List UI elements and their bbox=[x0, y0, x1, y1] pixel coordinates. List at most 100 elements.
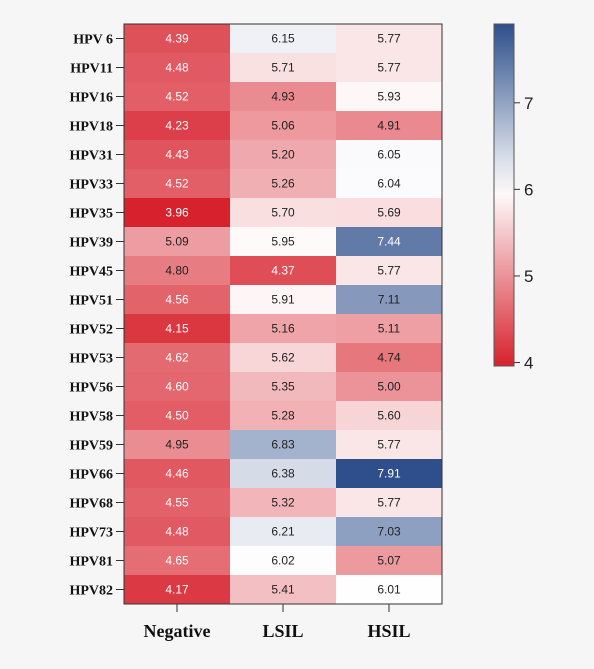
cell-value-label: 5.62 bbox=[271, 351, 295, 365]
cell-value-label: 4.62 bbox=[165, 351, 189, 365]
heatmap-cell bbox=[124, 459, 230, 488]
heatmap-cell bbox=[230, 24, 336, 53]
cell-value-label: 5.95 bbox=[271, 235, 295, 249]
heatmap-cell bbox=[336, 343, 442, 372]
cell-value-label: 5.91 bbox=[271, 293, 295, 307]
cell-value-label: 5.77 bbox=[377, 264, 401, 278]
cell-value-label: 7.44 bbox=[377, 235, 401, 249]
heatmap-cell bbox=[124, 198, 230, 227]
cell-value-label: 4.17 bbox=[165, 583, 189, 597]
heatmap-cell bbox=[336, 488, 442, 517]
cell-value-label: 4.48 bbox=[165, 61, 189, 75]
colorbar: 4 5 6 7 bbox=[493, 23, 533, 373]
cell-value-label: 5.77 bbox=[377, 496, 401, 510]
heatmap-cell bbox=[336, 401, 442, 430]
heatmap-cell bbox=[124, 372, 230, 401]
cell-value-label: 4.43 bbox=[165, 148, 189, 162]
row-label: HPV73 bbox=[69, 526, 113, 541]
heatmap-cell bbox=[336, 314, 442, 343]
heatmap-cell bbox=[230, 517, 336, 546]
cell-value-label: 4.52 bbox=[165, 90, 189, 104]
cell-value-label: 5.26 bbox=[271, 177, 295, 191]
cell-value-label: 5.20 bbox=[271, 148, 295, 162]
cell-value-label: 4.50 bbox=[165, 409, 189, 423]
row-label: HPV52 bbox=[69, 323, 113, 338]
heatmap-cell bbox=[124, 430, 230, 459]
cell-value-label: 4.95 bbox=[165, 438, 189, 452]
row-label: HPV45 bbox=[69, 265, 113, 280]
row-label: HPV 6 bbox=[73, 33, 113, 48]
row-label: HPV66 bbox=[69, 468, 113, 483]
cell-value-label: 3.96 bbox=[165, 206, 189, 220]
column-label: LSIL bbox=[262, 621, 303, 641]
cell-value-label: 4.56 bbox=[165, 293, 189, 307]
heatmap-cell bbox=[336, 198, 442, 227]
heatmap-cell bbox=[124, 24, 230, 53]
cell-value-label: 6.04 bbox=[377, 177, 401, 191]
row-label: HPV56 bbox=[69, 381, 113, 396]
heatmap-cell bbox=[230, 430, 336, 459]
colorbar-gradient bbox=[493, 23, 515, 367]
cell-value-label: 4.74 bbox=[377, 351, 401, 365]
heatmap-cell bbox=[124, 53, 230, 82]
heatmap-cell bbox=[336, 285, 442, 314]
heatmap-cell bbox=[230, 459, 336, 488]
heatmap-cell bbox=[124, 488, 230, 517]
cell-value-label: 4.91 bbox=[377, 119, 401, 133]
row-label: HPV58 bbox=[69, 410, 113, 425]
heatmap-cell bbox=[336, 546, 442, 575]
cell-value-label: 6.01 bbox=[377, 583, 401, 597]
heatmap-cell bbox=[336, 575, 442, 604]
cell-value-label: 5.77 bbox=[377, 32, 401, 46]
heatmap-cell bbox=[230, 227, 336, 256]
cell-value-label: 5.69 bbox=[377, 206, 401, 220]
row-label: HPV39 bbox=[69, 236, 113, 251]
cell-value-label: 5.35 bbox=[271, 380, 295, 394]
row-label: HPV68 bbox=[69, 497, 113, 512]
heatmap-cell bbox=[336, 459, 442, 488]
cell-value-label: 6.38 bbox=[271, 467, 295, 481]
cell-value-label: 5.71 bbox=[271, 61, 295, 75]
cell-value-label: 5.77 bbox=[377, 438, 401, 452]
cell-value-label: 5.93 bbox=[377, 90, 401, 104]
column-labels: Negative LSIL HSIL bbox=[144, 604, 411, 641]
heatmap-cells: 4.39 6.15 5.77 4.48 5.71 5.77 4.52 4.93 5.93 4.23… bbox=[124, 24, 442, 604]
heatmap-cell bbox=[124, 546, 230, 575]
cell-value-label: 6.05 bbox=[377, 148, 401, 162]
cell-value-label: 4.60 bbox=[165, 380, 189, 394]
cell-value-label: 4.46 bbox=[165, 467, 189, 481]
cell-value-label: 5.06 bbox=[271, 119, 295, 133]
heatmap-cell bbox=[124, 285, 230, 314]
colorbar-tick-label: 6 bbox=[524, 180, 533, 199]
row-label: HPV59 bbox=[69, 439, 113, 454]
colorbar-tick-label: 5 bbox=[524, 267, 533, 286]
heatmap-cell bbox=[124, 575, 230, 604]
cell-value-label: 5.09 bbox=[165, 235, 189, 249]
heatmap-cell bbox=[124, 517, 230, 546]
heatmap-cell bbox=[336, 372, 442, 401]
row-label: HPV35 bbox=[69, 207, 113, 222]
row-label: HPV51 bbox=[69, 294, 113, 309]
column-label: HSIL bbox=[367, 621, 410, 641]
heatmap-cell bbox=[230, 488, 336, 517]
cell-value-label: 4.52 bbox=[165, 177, 189, 191]
heatmap-cell bbox=[124, 140, 230, 169]
heatmap-cell bbox=[336, 430, 442, 459]
cell-value-label: 4.93 bbox=[271, 90, 295, 104]
heatmap-cell bbox=[336, 53, 442, 82]
row-label: HPV33 bbox=[69, 178, 113, 193]
row-label: HPV18 bbox=[69, 120, 113, 135]
heatmap-cell bbox=[230, 53, 336, 82]
heatmap-cell bbox=[230, 256, 336, 285]
heatmap-cell bbox=[124, 401, 230, 430]
heatmap-cell bbox=[230, 372, 336, 401]
row-label: HPV82 bbox=[69, 584, 113, 599]
heatmap-cell bbox=[230, 169, 336, 198]
cell-value-label: 4.65 bbox=[165, 554, 189, 568]
heatmap-cell bbox=[336, 111, 442, 140]
cell-value-label: 6.15 bbox=[271, 32, 295, 46]
heatmap-cell bbox=[230, 140, 336, 169]
cell-value-label: 7.03 bbox=[377, 525, 401, 539]
heatmap-cell bbox=[124, 227, 230, 256]
